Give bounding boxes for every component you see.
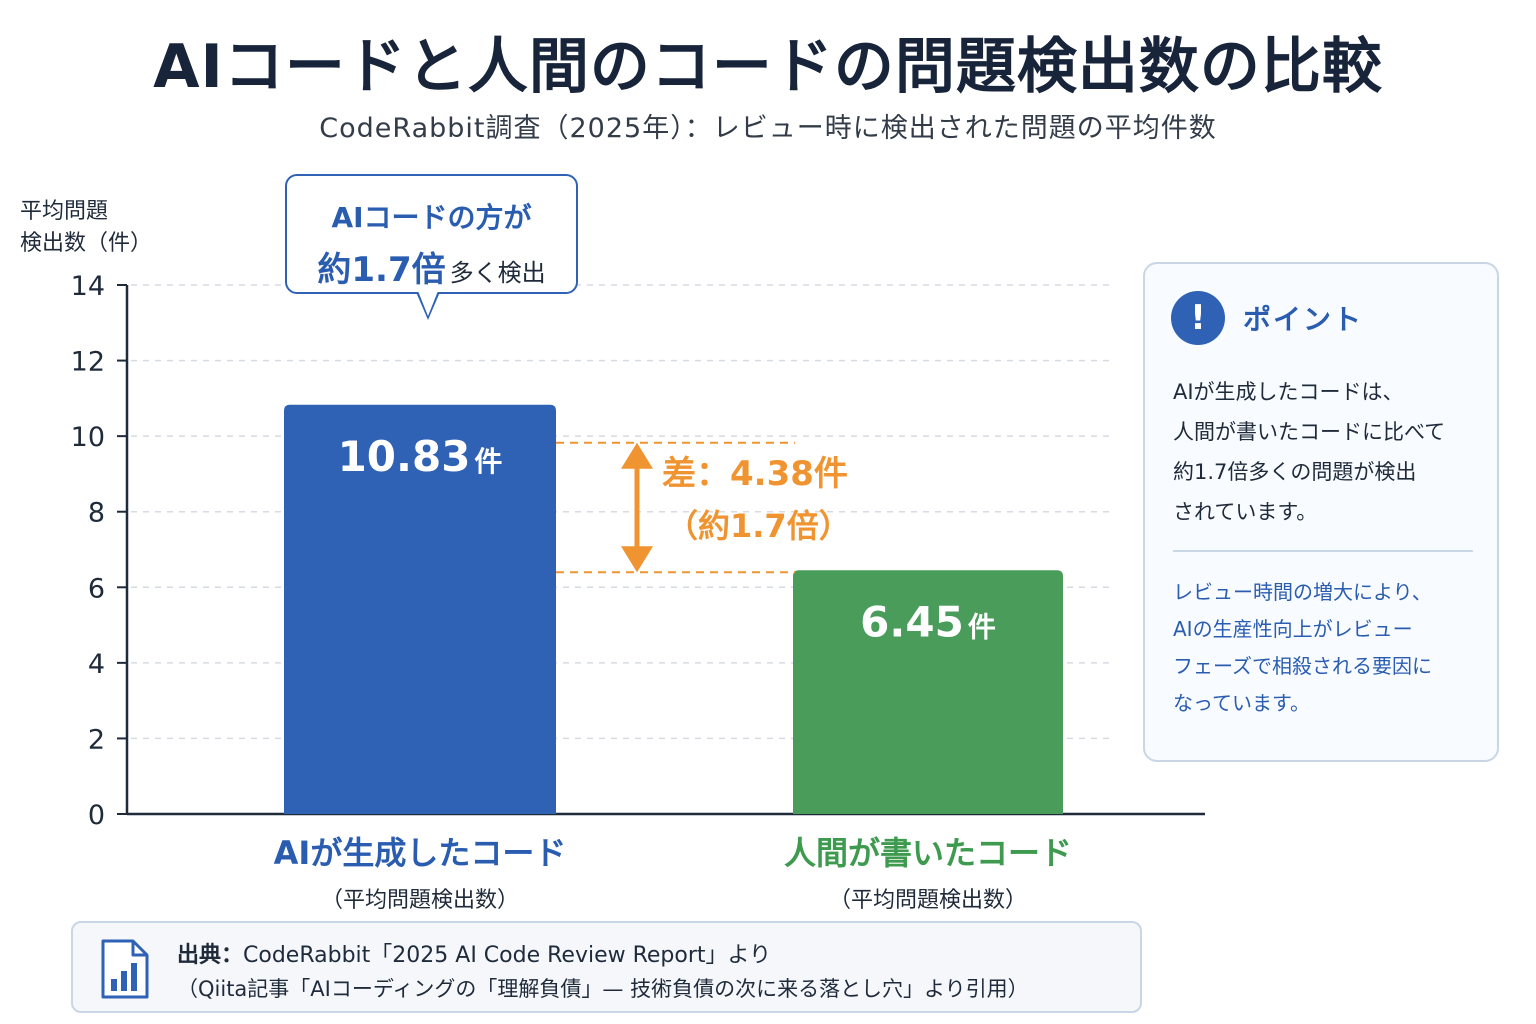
y-tick-label: 2 [88, 724, 105, 755]
page-subtitle: CodeRabbit調査（2025年）：レビュー時に検出された問題の平均件数 [319, 113, 1217, 144]
y-tick-label: 4 [88, 649, 105, 680]
page-title: AIコードと人間のコードの問題検出数の比較 [153, 32, 1383, 102]
bar-value-label: 6.45 件 [860, 597, 996, 646]
bar-0 [284, 404, 556, 814]
category-label-ai: AIが生成したコード （平均問題検出数） [210, 828, 630, 914]
y-axis-label-line2: 検出数（件） [20, 231, 153, 256]
y-tick-label: 12 [71, 347, 105, 378]
category-sub-ai: （平均問題検出数） [320, 888, 519, 913]
point-body-line: AIが生成したコードは、 [1173, 380, 1404, 404]
source-line2: （Qiita記事「AIコーディングの「理解負債」— 技術負債の次に来る落とし穴」… [177, 977, 1029, 1001]
category-label-human: 人間が書いたコード （平均問題検出数） [718, 828, 1138, 914]
point-note-line: レビュー時間の増大により、 [1173, 580, 1432, 604]
y-tick-label: 14 [71, 271, 105, 302]
bar-value-label: 10.83 件 [338, 432, 503, 481]
difference-annotation: 差：4.38件 （約1.7倍） [662, 446, 862, 547]
y-tick-label: 6 [88, 573, 105, 604]
y-tick-label: 8 [88, 498, 105, 529]
category-sub-human: （平均問題検出数） [828, 888, 1027, 913]
point-note-line: AIの生産性向上がレビュー [1173, 617, 1413, 641]
point-body-line: 約1.7倍多くの問題が検出 [1173, 460, 1417, 484]
point-note-line: なっています。 [1173, 691, 1310, 715]
source-text: CodeRabbit「2025 AI Code Review Report」より [243, 943, 772, 968]
difference-value: 差：4.38件 [662, 454, 848, 494]
category-name-ai: AIが生成したコード [273, 834, 567, 872]
point-body: AIが生成したコードは、 人間が書いたコードに比べて 約1.7倍多くの問題が検出… [1173, 372, 1488, 532]
source-label: 出典： [177, 943, 244, 968]
y-tick-label: 0 [88, 800, 105, 831]
diff-arrow-head-down [621, 546, 653, 573]
y-axis-label: 平均問題 検出数（件） [20, 196, 190, 260]
document-chart-icon [101, 939, 149, 999]
source-box: 出典：CodeRabbit「2025 AI Code Review Report… [71, 921, 1142, 1013]
callout-text: 多く検出 [449, 259, 546, 287]
difference-ratio: （約1.7倍） [666, 507, 851, 545]
source-line1: 出典：CodeRabbit「2025 AI Code Review Report… [177, 937, 771, 969]
category-name-human: 人間が書いたコード [783, 834, 1072, 872]
point-header: ! ポイント [1171, 290, 1363, 346]
diff-arrow-head-up [621, 442, 653, 469]
point-title: ポイント [1243, 303, 1364, 336]
callout-line1: AIコードの方が [331, 201, 532, 234]
point-note: レビュー時間の増大により、 AIの生産性向上がレビュー フェーズで相殺される要因… [1173, 574, 1488, 722]
exclamation-icon: ! [1171, 291, 1225, 345]
point-box: ! ポイント AIが生成したコードは、 人間が書いたコードに比べて 約1.7倍多… [1143, 262, 1499, 762]
point-body-line: されています。 [1173, 500, 1318, 524]
bar-1 [793, 570, 1063, 814]
callout-tail-inner [418, 291, 438, 316]
callout-ratio: 約1.7倍 [317, 250, 446, 290]
point-divider [1173, 550, 1473, 552]
y-tick-label: 10 [71, 422, 105, 453]
ratio-callout: AIコードの方が 約1.7倍 多く検出 [285, 174, 578, 294]
point-body-line: 人間が書いたコードに比べて [1173, 420, 1446, 444]
point-note-line: フェーズで相殺される要因に [1173, 654, 1432, 678]
y-axis-label-line1: 平均問題 [20, 199, 109, 224]
